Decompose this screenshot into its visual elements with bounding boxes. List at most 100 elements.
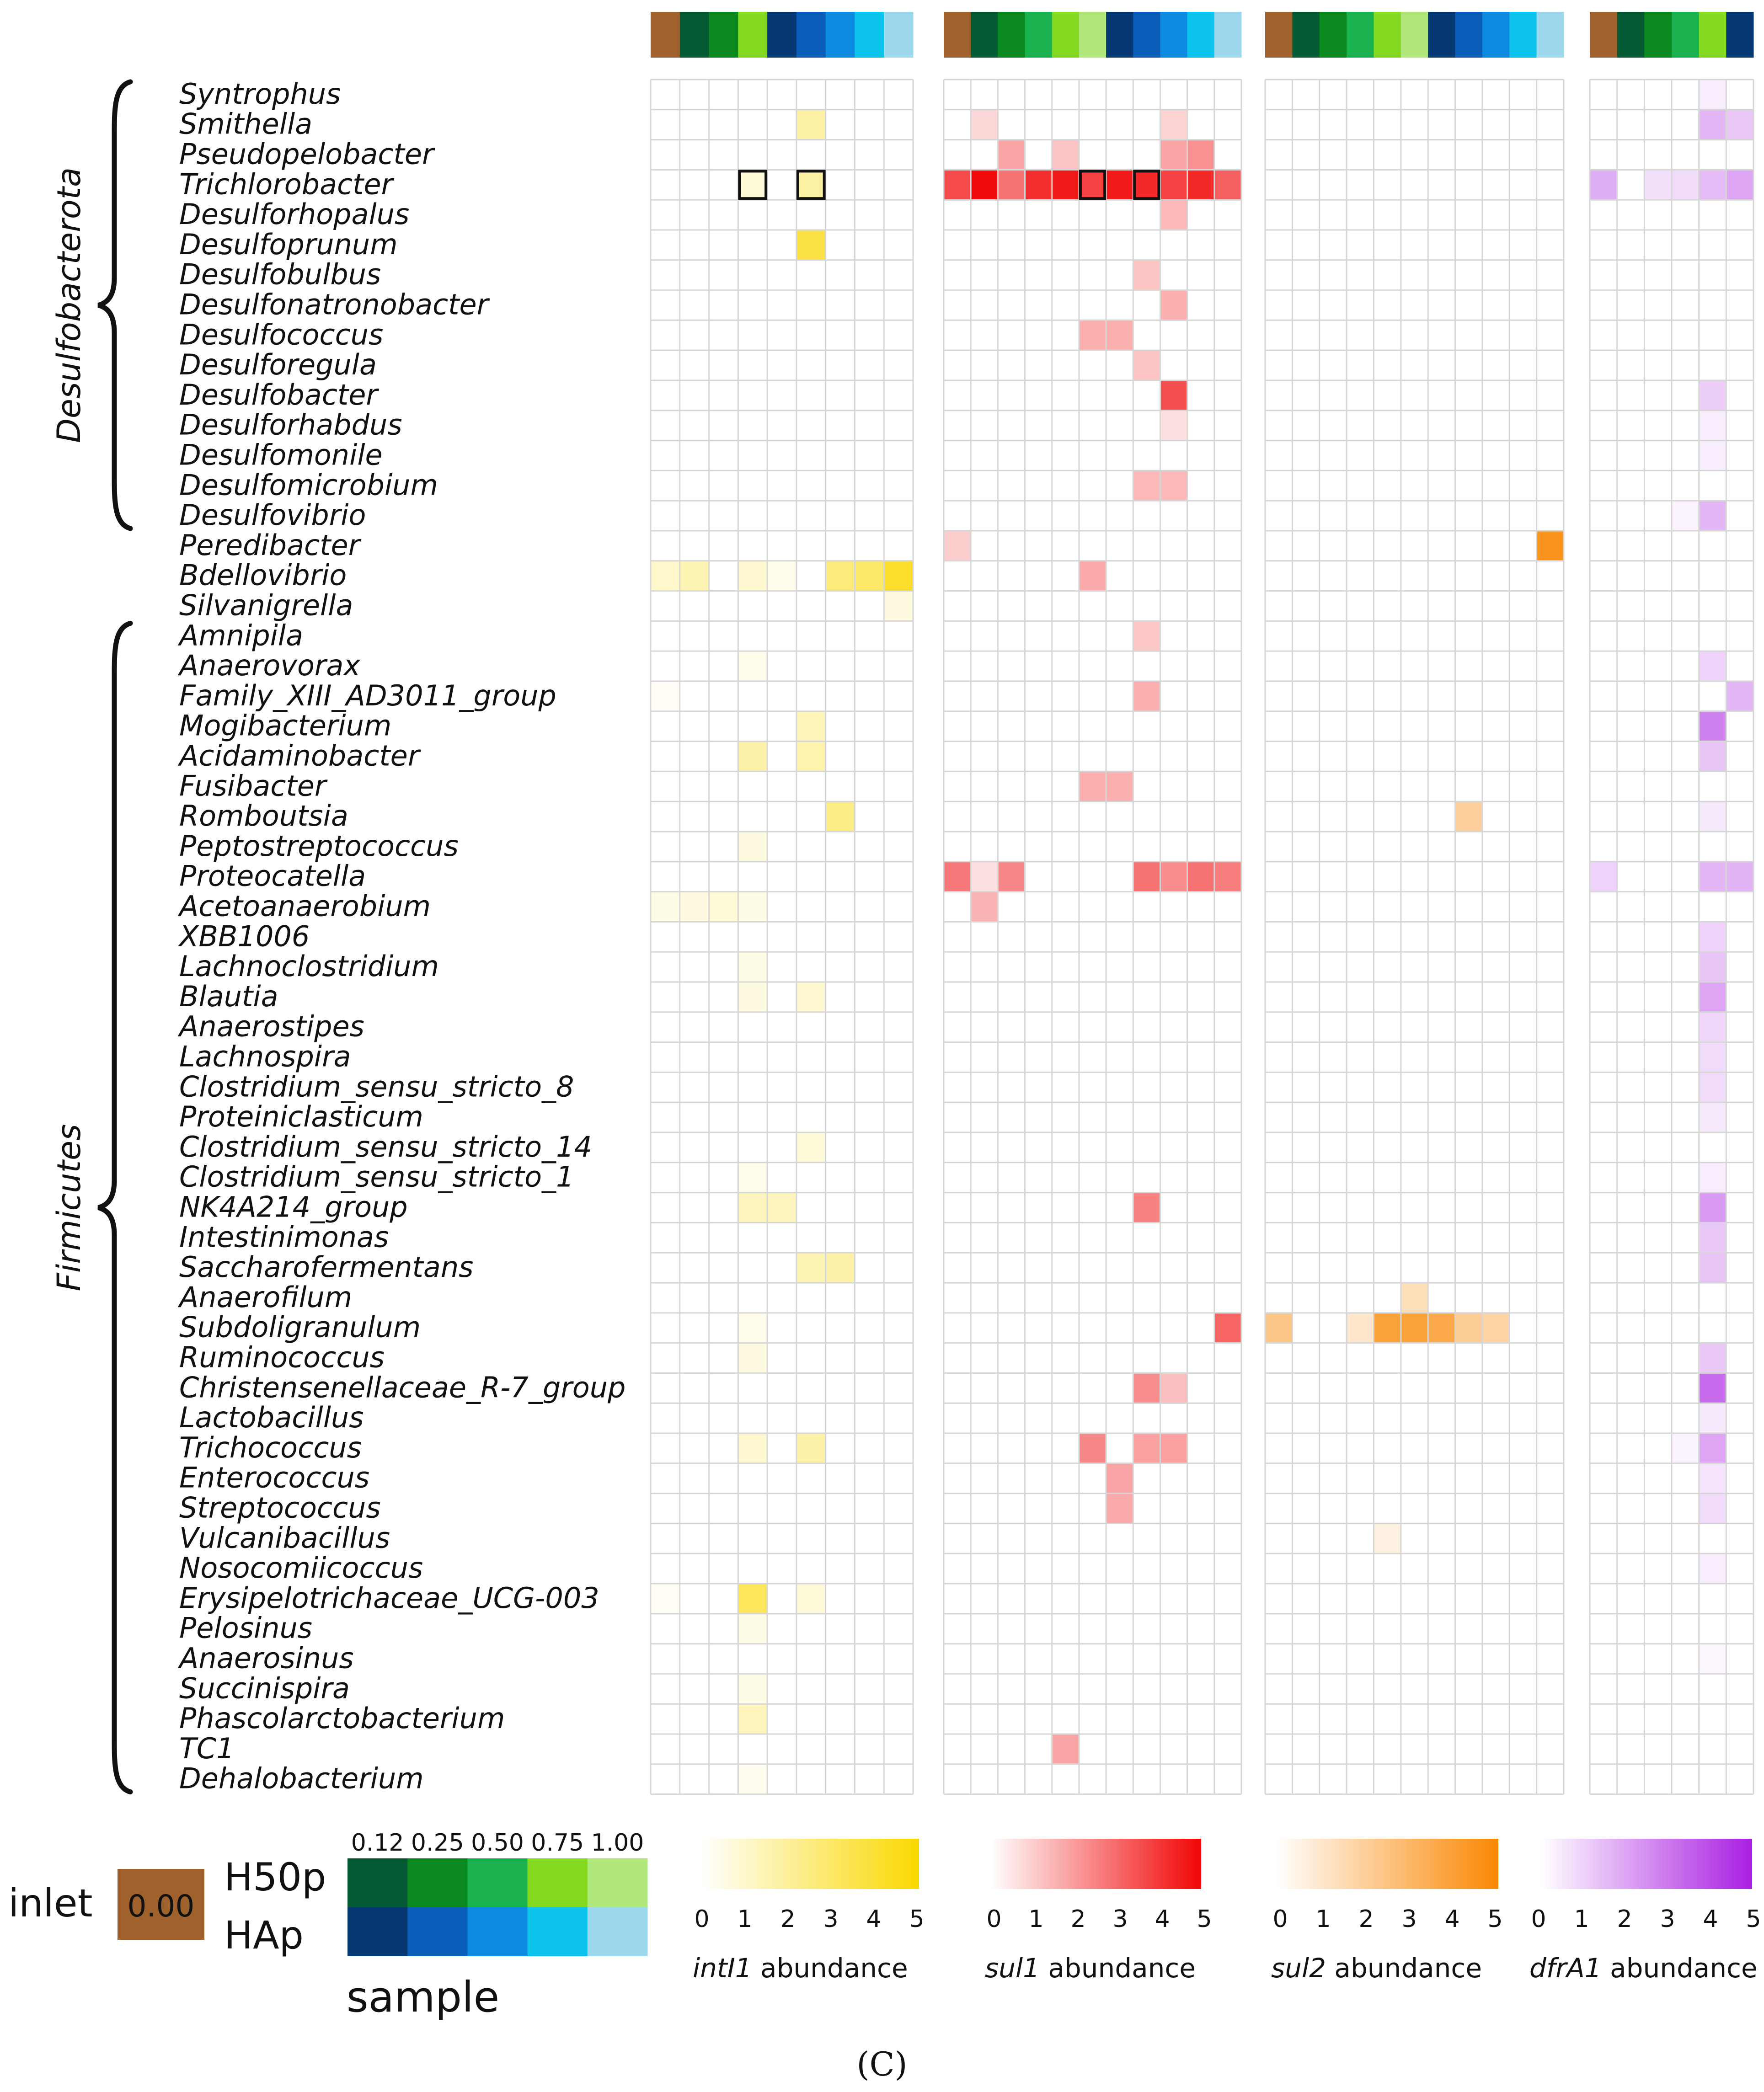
heatmap-cell <box>1672 982 1699 1012</box>
sample-annotation-cell <box>1644 12 1672 58</box>
heatmap-cell <box>1536 1613 1564 1644</box>
heatmap-cell <box>1187 1072 1214 1103</box>
heatmap-cell <box>651 832 680 862</box>
heatmap-cell <box>1699 651 1727 681</box>
heatmap-cell <box>855 1463 884 1494</box>
heatmap-cell <box>1401 681 1428 711</box>
heatmap-cell <box>1482 1674 1510 1704</box>
heatmap-cell <box>1374 170 1401 200</box>
heatmap-cell <box>651 801 680 832</box>
heatmap-cell <box>1319 560 1347 591</box>
heatmap-cell <box>1319 681 1347 711</box>
heatmap-cell <box>1052 1343 1079 1373</box>
heatmap-cell <box>1617 410 1645 441</box>
heatmap-cell <box>1025 350 1052 380</box>
heatmap-cell <box>1699 1283 1727 1313</box>
heatmap-cell <box>1374 891 1401 922</box>
heatmap-cell <box>1214 440 1241 471</box>
heatmap-cell <box>767 741 796 772</box>
highlight-box <box>796 170 826 200</box>
heatmap-cell <box>1509 230 1537 260</box>
sample-annotation-cell <box>1214 12 1242 58</box>
heatmap-cell <box>767 109 796 140</box>
heatmap-cell <box>884 711 913 742</box>
genus-label: Desulfomonile <box>179 438 383 472</box>
heatmap-cell <box>1052 1313 1079 1343</box>
heatmap-cell <box>855 531 884 561</box>
heatmap-cell <box>998 982 1025 1012</box>
heatmap-cell <box>767 1584 796 1614</box>
heatmap-cell <box>1214 560 1241 591</box>
heatmap-cell <box>1160 891 1187 922</box>
heatmap-cell <box>1052 1012 1079 1042</box>
heatmap-cell <box>1133 1764 1160 1794</box>
heatmap-cell <box>1699 982 1727 1012</box>
heatmap-cell <box>825 560 855 591</box>
heatmap-cell <box>1079 1584 1107 1614</box>
color-scale-title: intI1 abundance <box>693 1953 908 1984</box>
heatmap-cell <box>796 1493 826 1524</box>
heatmap-cell <box>1509 1373 1537 1404</box>
heatmap-cell <box>1644 1373 1672 1404</box>
heatmap-cell <box>1699 1493 1727 1524</box>
heatmap-cell <box>971 1283 998 1313</box>
heatmap-cell <box>679 1373 709 1404</box>
heatmap-cell <box>1455 1704 1482 1734</box>
heatmap-cell <box>1187 711 1214 742</box>
heatmap-cell <box>1025 1674 1052 1704</box>
color-scale-tick: 2 <box>1617 1905 1632 1933</box>
heatmap-cell <box>1482 741 1510 772</box>
heatmap-cell <box>1482 1553 1510 1584</box>
heatmap-cell <box>1455 952 1482 982</box>
heatmap-cell <box>1106 1012 1133 1042</box>
heatmap-cell <box>1160 681 1187 711</box>
heatmap-cell <box>1214 260 1241 290</box>
heatmap-cell <box>1347 80 1374 110</box>
heatmap-cell <box>1214 1674 1241 1704</box>
heatmap-cell <box>651 260 680 290</box>
heatmap-cell <box>855 801 884 832</box>
heatmap-cell <box>1699 440 1727 471</box>
heatmap-cell <box>1052 1192 1079 1223</box>
heatmap-cell <box>1699 922 1727 952</box>
heatmap-cell <box>944 170 971 200</box>
heatmap-cell <box>998 801 1025 832</box>
hap-label: HAp <box>224 1913 304 1958</box>
genus-label: Smithella <box>179 107 312 141</box>
heatmap-cell <box>1025 591 1052 621</box>
heatmap-cell <box>1079 891 1107 922</box>
heatmap-cell <box>1292 410 1320 441</box>
genus-label: Enterococcus <box>179 1461 369 1494</box>
heatmap-cell <box>944 1553 971 1584</box>
heatmap-cell <box>1509 350 1537 380</box>
heatmap-cell <box>1699 1253 1727 1283</box>
heatmap-cell <box>738 1283 768 1313</box>
heatmap-cell <box>738 560 768 591</box>
heatmap-cell <box>825 1403 855 1433</box>
heatmap-cell <box>679 320 709 351</box>
color-scale-title: sul2 abundance <box>1271 1953 1482 1984</box>
heatmap-cell <box>1482 681 1510 711</box>
heatmap-cell <box>1265 1704 1293 1734</box>
heatmap-cell <box>796 1313 826 1343</box>
heatmap-cell <box>1617 1433 1645 1463</box>
sample-legend-value: 0.75 <box>531 1829 584 1857</box>
heatmap-cell <box>998 1644 1025 1674</box>
heatmap-cell <box>1265 139 1293 170</box>
heatmap-cell <box>1214 801 1241 832</box>
heatmap-cell <box>1455 320 1482 351</box>
heatmap-cell <box>1428 952 1455 982</box>
heatmap-cell <box>709 230 738 260</box>
color-scale-tick: 4 <box>866 1905 881 1933</box>
heatmap-cell <box>1644 1192 1672 1223</box>
heatmap-cell <box>1292 501 1320 531</box>
heatmap-cell <box>1509 501 1537 531</box>
sample-annotation-cell <box>679 12 710 58</box>
heatmap-cell <box>1025 982 1052 1012</box>
heatmap-cell <box>884 861 913 892</box>
genus-label: NK4A214_group <box>179 1190 408 1224</box>
heatmap-cell <box>1617 109 1645 140</box>
heatmap-cell <box>1106 1584 1133 1614</box>
heatmap-cell <box>651 711 680 742</box>
heatmap-cell <box>1025 1553 1052 1584</box>
